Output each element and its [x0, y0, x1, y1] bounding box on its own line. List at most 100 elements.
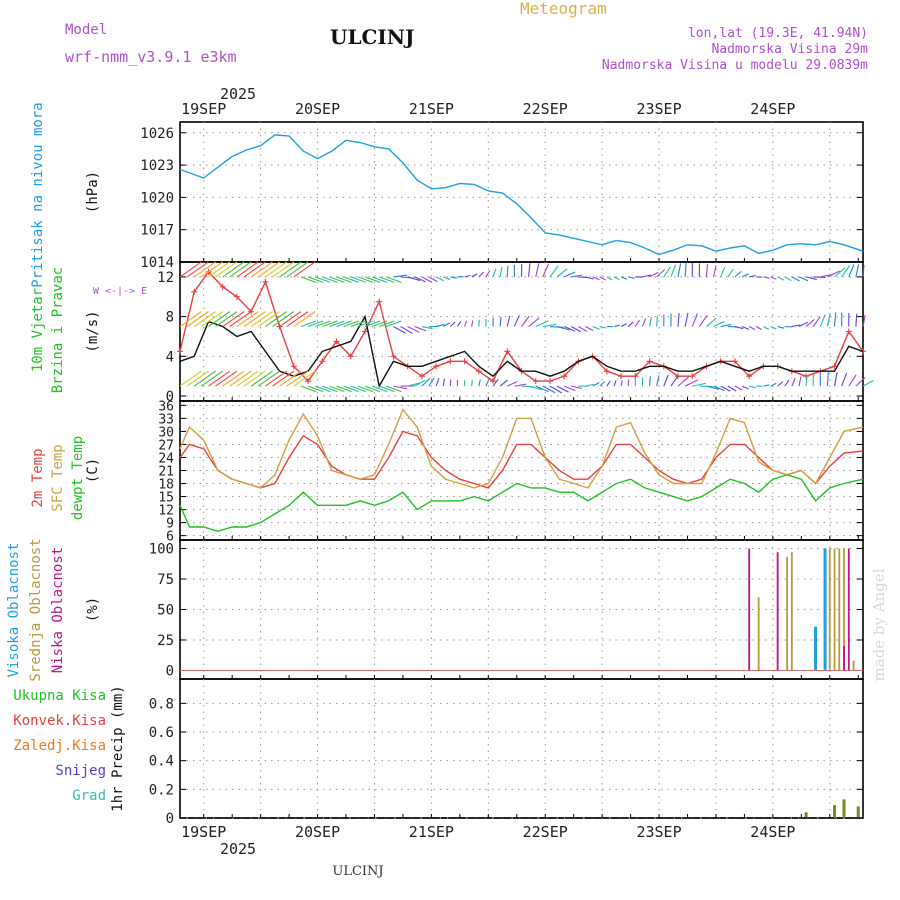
wind-arrow [855, 264, 860, 278]
wind-arrow [556, 385, 569, 393]
wind-arrow [841, 265, 851, 278]
wind-arrow [485, 378, 490, 387]
wind-arrow [663, 374, 669, 387]
x-date-label-bottom: 20SEP [295, 823, 340, 841]
speed-marker [475, 368, 482, 375]
x-date-label-bottom: 23SEP [636, 823, 681, 841]
bar-mark [786, 557, 789, 671]
wind-arrow [770, 326, 777, 330]
wind-arrow [698, 315, 708, 327]
y-tick-label: 12 [158, 504, 174, 519]
x-date-label-bottom: 19SEP [181, 823, 226, 841]
bar-mark [833, 548, 836, 671]
wind-arrow [805, 318, 815, 327]
wind-arrow [250, 370, 273, 387]
wind-arrow [442, 322, 451, 328]
wind-arrow [813, 276, 826, 278]
wind-arrow [293, 311, 316, 327]
wind-arrow [763, 276, 770, 279]
wind-arrow [201, 370, 223, 387]
y-tick-label: 1017 [140, 223, 174, 239]
wind-arrow [179, 261, 202, 278]
y-tick-label: 25 [157, 633, 174, 649]
wind-arrow [833, 312, 837, 327]
wind-arrow [791, 377, 796, 387]
speed-marker [219, 283, 226, 290]
wind-arrow [393, 274, 408, 278]
wind-arrow [499, 379, 509, 387]
wind-arrow [257, 261, 280, 278]
wind-arrow [592, 276, 600, 281]
wind-arrow [713, 265, 717, 278]
y-axis-label: (m/s) [85, 310, 101, 352]
wind-arrow [798, 276, 809, 282]
wind-arrow [720, 266, 726, 278]
speed-marker [490, 378, 497, 385]
wind-arrow [286, 261, 309, 278]
speed-marker [447, 358, 454, 365]
wind-arrow [784, 379, 790, 387]
panel-frame-cloud [179, 539, 864, 680]
wind-arrow [186, 370, 209, 387]
wind-arrow [556, 268, 568, 278]
y-tick-label: 0.6 [149, 725, 174, 741]
wind-arrow [777, 276, 784, 281]
bar-mark [856, 806, 860, 818]
wind-arrow [514, 383, 527, 387]
wind-arrow [748, 326, 756, 331]
wind-arrow [222, 370, 245, 387]
wind-arrow [193, 311, 216, 327]
y-tick-label: 27 [158, 438, 174, 453]
wind-arrow [329, 320, 345, 328]
speed-marker [290, 363, 297, 370]
wind-arrow [513, 315, 520, 327]
wind-arrow [549, 265, 559, 278]
wind-arrow [777, 381, 784, 387]
wind-arrow [336, 276, 352, 283]
speed-marker [418, 373, 425, 380]
precip-legend-item: Ukupna Kisa [13, 688, 106, 704]
wind-arrow [727, 385, 737, 392]
wind-arrow [791, 276, 800, 282]
wind-arrow [414, 276, 426, 283]
y-tick-label: 1014 [140, 255, 174, 271]
wind-arrow [727, 268, 734, 278]
wind-arrow [620, 276, 628, 280]
wind-arrow [286, 370, 309, 387]
wind-arrow [414, 379, 426, 387]
bar-mark [852, 660, 855, 671]
wind-arrow [677, 376, 689, 387]
wind-arrow [250, 311, 273, 327]
wind-arrow [229, 311, 252, 327]
bar-mark [814, 626, 818, 671]
wind-arrow [379, 385, 395, 393]
wind-arrow [300, 320, 317, 328]
wind-arrow [628, 276, 635, 279]
wind-arrow [307, 385, 324, 393]
marks-layer [177, 134, 874, 819]
bar-mark [847, 548, 850, 671]
speed-marker [376, 298, 383, 305]
wind-arrow [734, 326, 744, 330]
speed-marker [731, 358, 738, 365]
bar-mark [804, 812, 808, 818]
wind-arrow [862, 380, 874, 387]
wind-arrow [641, 318, 647, 327]
precip-legend-item: Snijeg [55, 763, 106, 779]
wind-arrow [855, 376, 866, 387]
wind-arrow [379, 320, 395, 328]
wind-arrow [649, 316, 652, 327]
station-name: ULCINJ [330, 25, 415, 49]
year-top: 2025 [220, 85, 256, 103]
wind-arrow [691, 313, 699, 327]
x-date-label-top: 22SEP [523, 100, 568, 118]
wind-arrow [478, 271, 484, 278]
wind-arrow [407, 276, 421, 282]
wind-arrow [179, 370, 202, 387]
wind-arrow [435, 377, 440, 387]
bar-mark [833, 805, 837, 818]
y-tick-label: 30 [158, 425, 174, 440]
x-date-label-top: 24SEP [750, 100, 795, 118]
speed-marker [632, 373, 639, 380]
bar-mark [776, 552, 779, 671]
